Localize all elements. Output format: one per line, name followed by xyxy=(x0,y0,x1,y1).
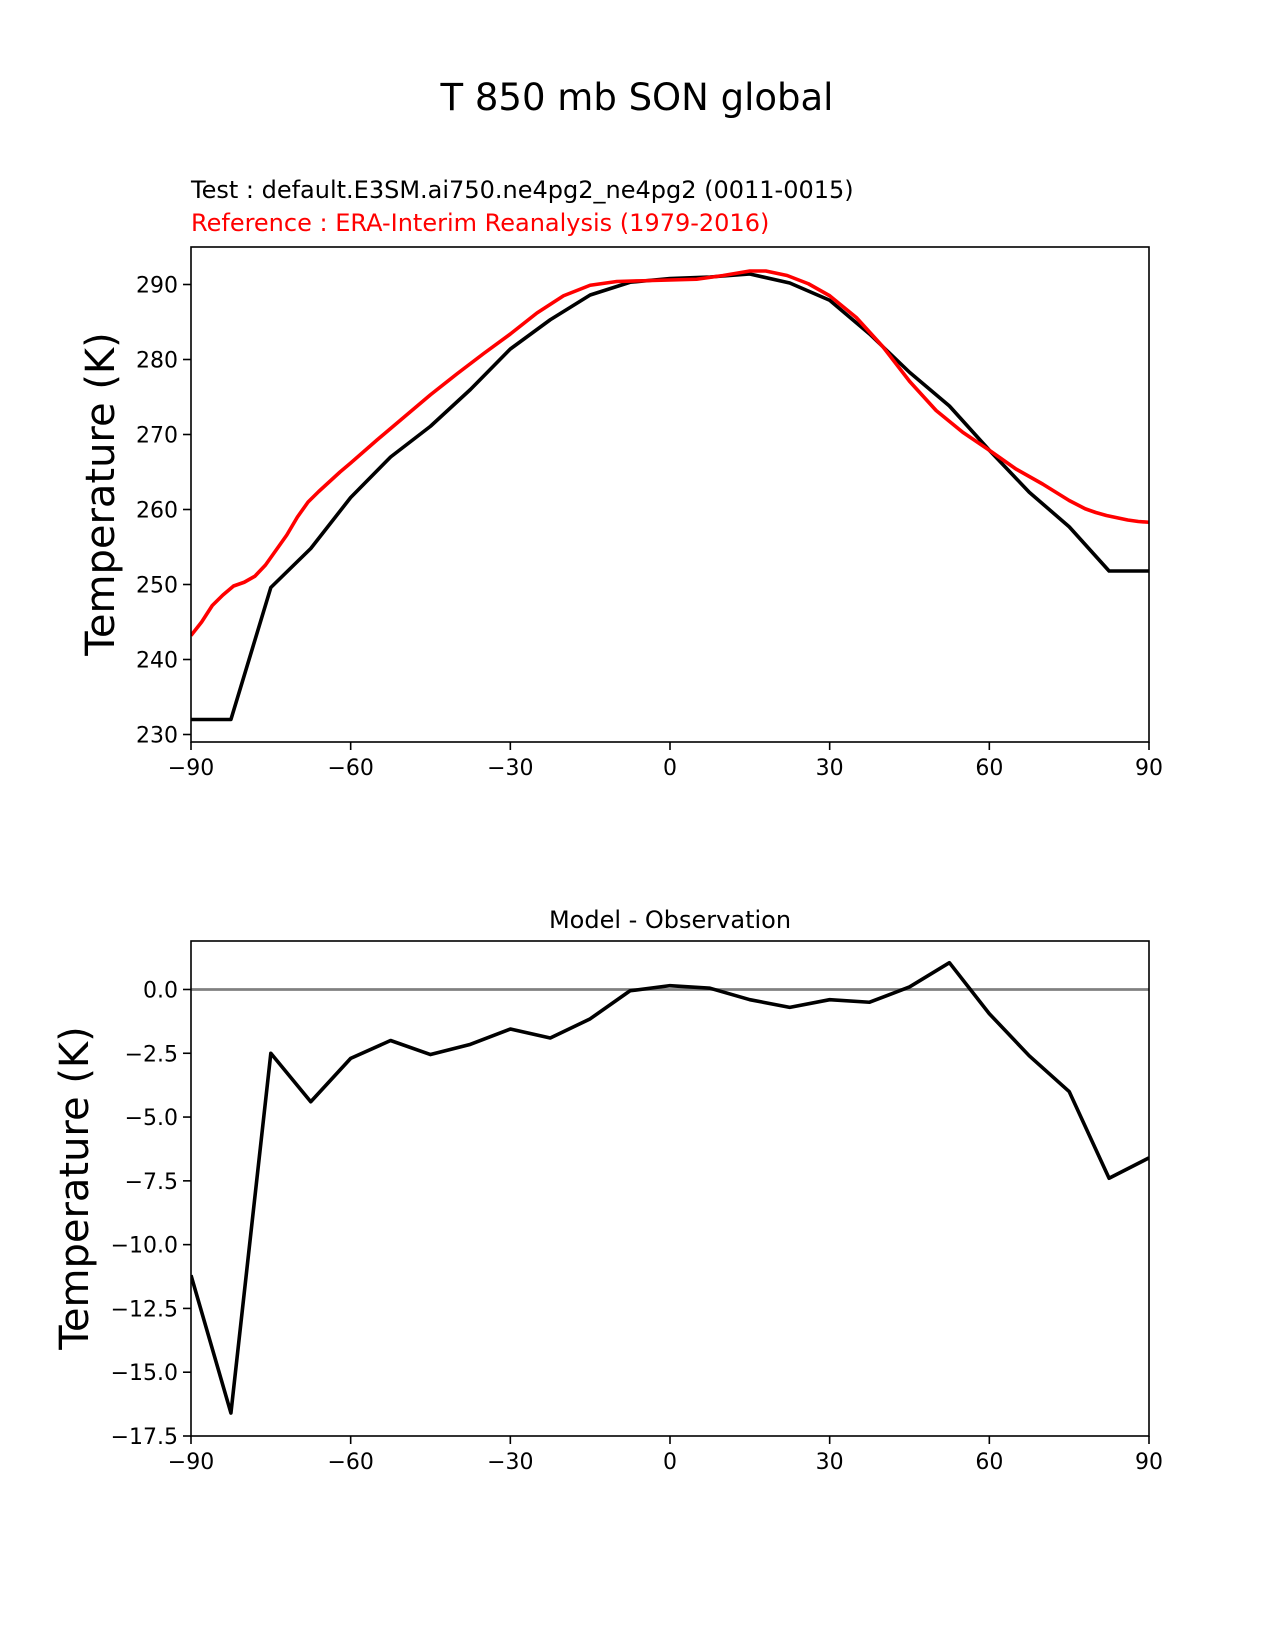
top-xtick-label: −90 xyxy=(168,756,214,781)
top-ytick-label: 250 xyxy=(136,574,178,599)
bottom-xtick-label: 60 xyxy=(975,1450,1003,1475)
top-ytick-label: 280 xyxy=(136,349,178,374)
top-axes-frame xyxy=(190,246,1150,743)
top-panel: Test : default.E3SM.ai750.ne4pg2_ne4pg2 … xyxy=(78,176,1163,781)
bottom-ytick-label: 0.0 xyxy=(143,978,178,1003)
top-ytick-label: 290 xyxy=(136,274,178,299)
bottom-xtick-label: 30 xyxy=(816,1450,844,1475)
top-xtick-label: −60 xyxy=(327,756,373,781)
bottom-ytick-label: −10.0 xyxy=(111,1234,178,1259)
test-subtitle: Test : default.E3SM.ai750.ne4pg2_ne4pg2 … xyxy=(190,176,854,204)
bottom-ytick-label: −5.0 xyxy=(125,1106,178,1131)
bottom-ytick-label: −7.5 xyxy=(125,1170,178,1195)
bottom-ylabel: Temperature (K) xyxy=(52,1026,98,1351)
bottom-xtick-label: 90 xyxy=(1135,1450,1163,1475)
top-ylabel: Temperature (K) xyxy=(78,332,124,657)
bottom-title: Model - Observation xyxy=(549,906,791,934)
top-ytick-label: 230 xyxy=(136,724,178,749)
top-xtick-label: 60 xyxy=(975,756,1003,781)
top-ytick-label: 240 xyxy=(136,649,178,674)
top-xtick-label: 30 xyxy=(816,756,844,781)
bottom-axes-frame xyxy=(190,940,1150,1437)
bottom-xtick-label: −90 xyxy=(168,1450,214,1475)
bottom-xtick-label: −60 xyxy=(327,1450,373,1475)
top-xtick-label: 90 xyxy=(1135,756,1163,781)
bottom-series-model-observation xyxy=(191,960,1149,1415)
bottom-ytick-label: −15.0 xyxy=(111,1361,178,1386)
reference-subtitle: Reference : ERA-Interim Reanalysis (1979… xyxy=(191,209,769,237)
bottom-panel: Model - Observation −90 −60 −30 0 30 60 90 0.0 −… xyxy=(52,906,1163,1475)
bottom-xtick-label: −30 xyxy=(487,1450,533,1475)
bottom-ytick-label: −12.5 xyxy=(111,1297,178,1322)
top-xtick-label: 0 xyxy=(663,756,677,781)
top-xtick-label: −30 xyxy=(487,756,533,781)
top-ytick-label: 270 xyxy=(136,424,178,449)
top-series-test xyxy=(191,272,1149,722)
bottom-ytick-label: −2.5 xyxy=(125,1042,178,1067)
bottom-xtick-label: 0 xyxy=(663,1450,677,1475)
top-ytick-label: 260 xyxy=(136,499,178,524)
bottom-ytick-label: −17.5 xyxy=(111,1425,178,1450)
figure-title: T 850 mb SON global xyxy=(440,76,834,119)
top-series-reference xyxy=(191,269,1149,637)
